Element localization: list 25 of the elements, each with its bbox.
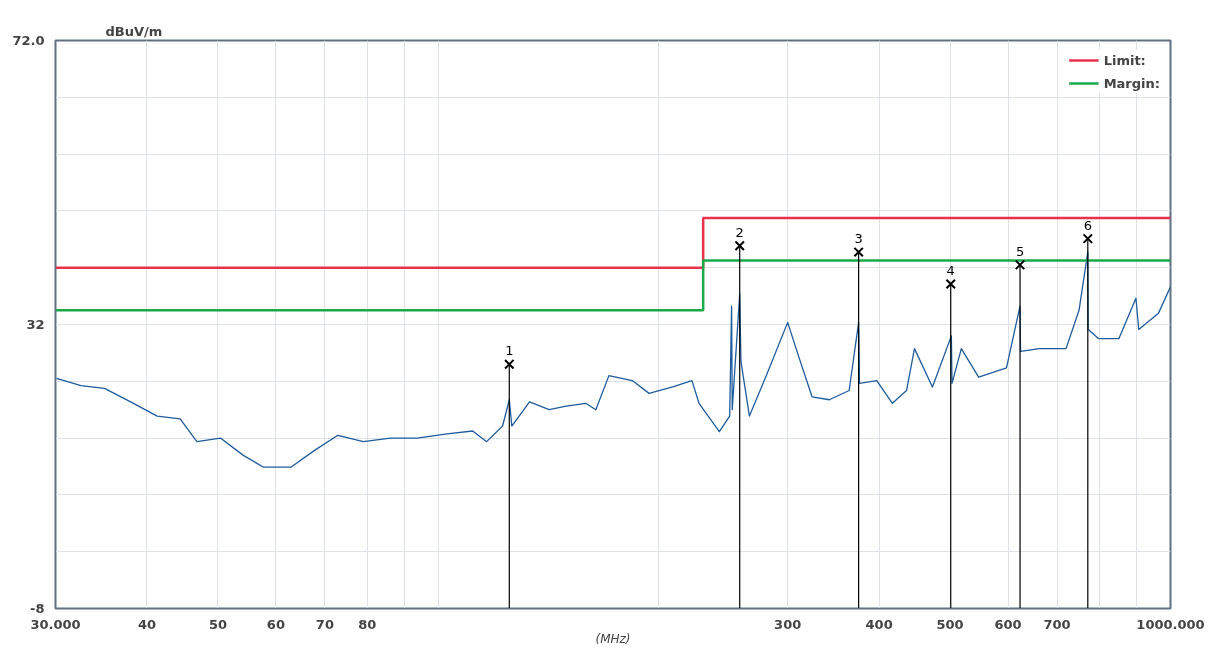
- annotation: 6: [1083, 217, 1092, 233]
- annotation: 1: [505, 343, 514, 359]
- x-tick-label: 80: [358, 616, 377, 632]
- y-tick-label: 32: [26, 317, 45, 332]
- x-tick-label: 400: [865, 616, 893, 632]
- x-tick-label: 70: [315, 616, 334, 632]
- annotation: 4: [946, 263, 955, 279]
- x-axis-title: (MHz): [595, 631, 631, 646]
- x-tick-label: 600: [994, 616, 1022, 632]
- x-tick-label: 300: [774, 616, 802, 632]
- legend-label: Margin:: [1103, 75, 1160, 91]
- x-tick-label: 700: [1043, 616, 1071, 632]
- x-tick-label: 1000.000: [1136, 616, 1205, 632]
- x-tick-label: 30.000: [30, 616, 81, 632]
- y-axis-title: dBuV/m: [105, 23, 163, 39]
- annotation: 5: [1015, 243, 1025, 259]
- x-tick-label: 60: [266, 616, 285, 632]
- x-tick-label: 40: [137, 616, 157, 632]
- y-tick-label: 72.0: [12, 33, 45, 48]
- annotation: 3: [854, 231, 863, 247]
- x-tick-label: 50: [208, 616, 227, 632]
- legend-label: Limit:: [1103, 52, 1146, 68]
- x-tick-label: 500: [936, 616, 964, 632]
- annotation: 2: [735, 224, 744, 240]
- y-tick-label: -8: [30, 601, 45, 616]
